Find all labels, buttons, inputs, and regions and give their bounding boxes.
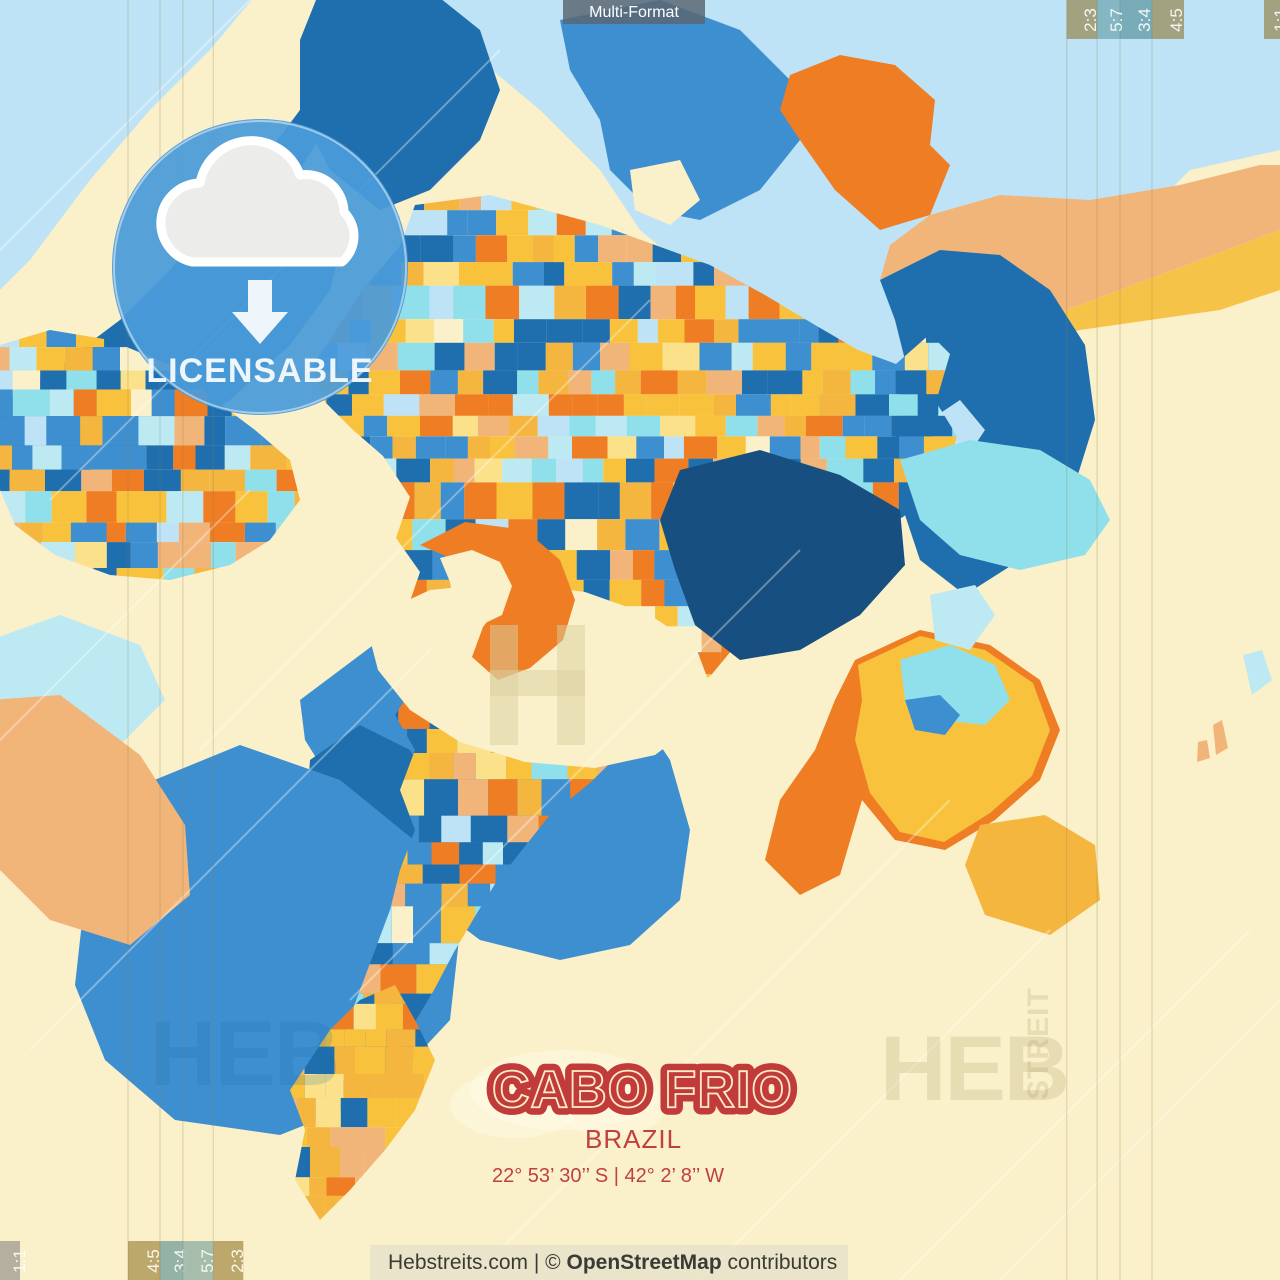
svg-text:STREIT: STREIT xyxy=(1022,987,1055,1100)
svg-text:4:5: 4:5 xyxy=(1167,8,1186,32)
svg-text:2:3: 2:3 xyxy=(228,1249,247,1273)
svg-text:HEB: HEB xyxy=(150,1003,338,1105)
svg-text:5:7: 5:7 xyxy=(1107,8,1126,32)
svg-text:BRAZIL: BRAZIL xyxy=(585,1124,682,1154)
svg-text:Multi-Format: Multi-Format xyxy=(589,4,679,21)
svg-text:3:4: 3:4 xyxy=(1135,8,1154,32)
svg-text:CABO FRIO: CABO FRIO xyxy=(492,1061,793,1119)
svg-text:22° 53’ 30’’ S | 42° 2’ 8’’ W: 22° 53’ 30’’ S | 42° 2’ 8’’ W xyxy=(492,1165,724,1187)
svg-text:LICENSABLE: LICENSABLE xyxy=(146,352,373,390)
svg-text:1:1: 1:1 xyxy=(1271,8,1280,32)
svg-text:Hebstreits.com | © OpenStreetM: Hebstreits.com | © OpenStreetMap contrib… xyxy=(388,1251,837,1274)
svg-text:1:1: 1:1 xyxy=(10,1249,29,1273)
svg-text:2:3: 2:3 xyxy=(1081,8,1100,32)
